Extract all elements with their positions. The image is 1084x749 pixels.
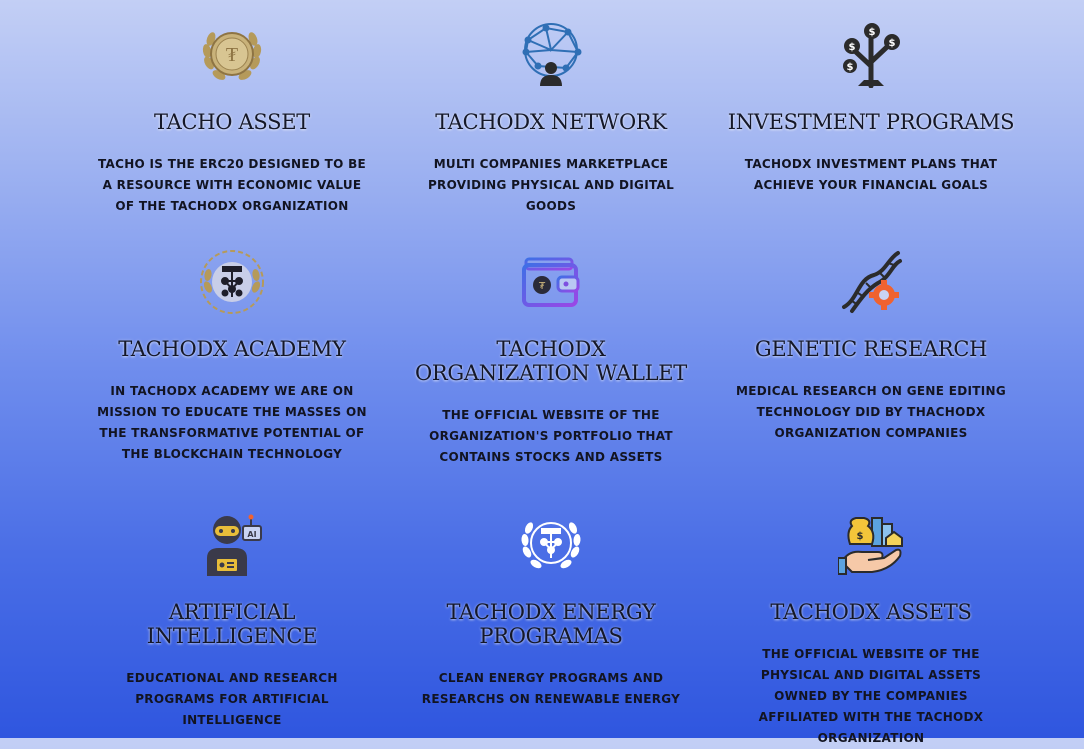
- card-description: CLEAN ENERGY PROGRAMS AND RESEARCHS ON R…: [421, 671, 681, 706]
- card-title: TACHODX ACADEMY: [118, 337, 346, 361]
- svg-text:$: $: [889, 38, 896, 49]
- svg-text:AI: AI: [247, 530, 256, 539]
- card-description: THE OFFICIAL WEBSITE OF THE ORGANIZATION…: [429, 408, 673, 464]
- card-description: IN TACHODX ACADEMY WE ARE ON MISSION TO …: [97, 384, 367, 461]
- card-energy-programs: TACHODX ENERGY PROGRAMAS CLEAN ENERGY PR…: [401, 510, 701, 710]
- card-description: THE OFFICIAL WEBSITE OF THE PHYSICAL AND…: [758, 647, 984, 745]
- wallet-icon: ₮: [516, 247, 586, 317]
- card-description: TACHO IS THE ERC20 DESIGNED TO BE A RESO…: [97, 157, 367, 213]
- card-title: TACHO ASSET: [154, 110, 310, 134]
- svg-text:$: $: [869, 27, 876, 38]
- card-description: TACHODX INVESTMENT PLANS THAT ACHIEVE YO…: [744, 157, 998, 192]
- svg-text:₮: ₮: [539, 281, 546, 292]
- svg-text:$: $: [849, 42, 856, 53]
- svg-text:$: $: [857, 531, 864, 542]
- card-title: INVESTMENT PROGRAMS: [727, 110, 1015, 134]
- card-organization-wallet: ₮ TACHODX ORGANIZATION WALLET THE OFFICI…: [401, 247, 701, 468]
- card-description: MEDICAL RESEARCH ON GENE EDITING TECHNOL…: [736, 384, 1006, 440]
- svg-text:$: $: [847, 62, 854, 73]
- card-investment-programs: $ $ $ $ INVESTMENT PROGRAMS TACHODX INVESTM…: [721, 20, 1021, 196]
- white-laurel-emblem-icon: [516, 510, 586, 580]
- card-title: ARTIFICIAL INTELLIGENCE: [146, 600, 318, 648]
- card-description: EDUCATIONAL AND RESEARCH PROGRAMS FOR AR…: [126, 671, 338, 727]
- card-tachodx-network: TACHODX NETWORK MULTI COMPANIES MARKETPL…: [401, 20, 701, 217]
- dna-gear-icon: [836, 247, 906, 317]
- card-title: TACHODX ASSETS: [770, 600, 972, 624]
- card-artificial-intelligence: AI ARTIFICIAL INTELLIGENCE EDUCATIONAL A…: [82, 510, 382, 731]
- card-title: TACHODX ENERGY PROGRAMAS: [446, 600, 656, 648]
- money-tree-icon: $ $ $ $: [836, 20, 906, 90]
- network-globe-user-icon: [516, 20, 586, 90]
- robot-ai-icon: AI: [197, 510, 267, 580]
- card-title: GENETIC RESEARCH: [754, 337, 988, 361]
- hand-assets-icon: $: [836, 510, 906, 580]
- card-genetic-research: GENETIC RESEARCH MEDICAL RESEARCH ON GEN…: [721, 247, 1021, 444]
- card-description: MULTI COMPANIES MARKETPLACE PROVIDING PH…: [427, 157, 675, 213]
- laurel-emblem-icon: [197, 247, 267, 317]
- card-tachodx-academy: TACHODX ACADEMY IN TACHODX ACADEMY WE AR…: [82, 247, 382, 465]
- card-tacho-asset: ₮ TACHO ASSET TACHO IS THE ERC20 DESIGNE…: [82, 20, 382, 217]
- card-title: TACHODX NETWORK: [435, 110, 667, 134]
- svg-text:₮: ₮: [226, 42, 238, 66]
- card-tachodx-assets: $ TACHODX ASSETS THE OFFICIAL WEBSITE OF…: [721, 510, 1021, 749]
- laurel-coin-icon: ₮: [197, 20, 267, 90]
- card-title: TACHODX ORGANIZATION WALLET: [414, 337, 688, 385]
